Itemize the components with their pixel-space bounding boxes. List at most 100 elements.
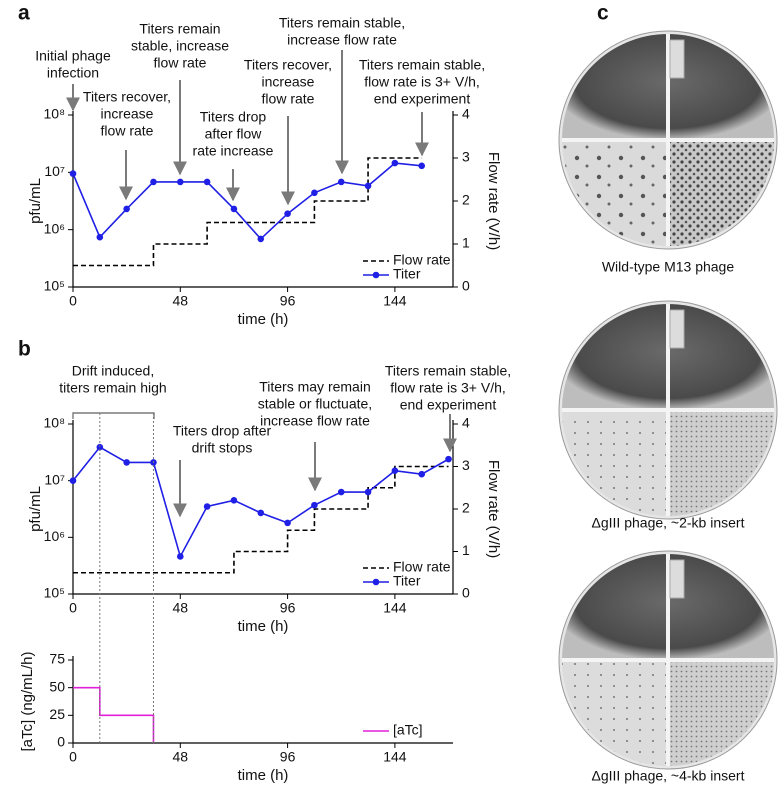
x-axis-label: time (h)	[238, 311, 289, 328]
point	[176, 553, 184, 560]
annotation: increase flow rate	[260, 413, 370, 429]
plate-tag	[669, 559, 685, 599]
y-tick-label: 10⁸	[44, 106, 66, 122]
x-axis-label: time (h)	[238, 618, 289, 635]
annotation: Titers remain	[139, 21, 220, 37]
y-tick-label: 10⁶	[44, 220, 65, 236]
point	[203, 503, 211, 510]
legend-label: Flow rate	[393, 559, 451, 575]
y2-tick-label: 2	[462, 192, 470, 208]
legend-label: Titer	[393, 573, 421, 589]
y2-tick-label: 1	[462, 542, 470, 558]
y2-tick-label: 2	[462, 500, 470, 516]
legend-marker	[372, 578, 380, 586]
x-tick-label: 0	[69, 600, 77, 616]
legend-marker	[372, 271, 380, 279]
point	[364, 182, 372, 190]
step-line	[73, 686, 155, 743]
y2-tick-label: 0	[462, 585, 470, 601]
annotation: Titers drop	[200, 109, 267, 125]
point	[123, 459, 130, 466]
y-tick-label: 0	[57, 734, 65, 750]
x-tick-label: 48	[173, 600, 189, 616]
annotation: increase	[262, 74, 315, 90]
y-axis-label: [aTc] (ng/mL/h)	[19, 651, 36, 751]
point	[230, 205, 238, 213]
plate-bottom-right	[668, 410, 774, 516]
annotation: Titers recover,	[244, 57, 332, 73]
y-tick-label: 10⁵	[44, 585, 65, 601]
panel-label: a	[18, 2, 30, 25]
point	[445, 455, 452, 463]
y2-axis-label: Flow rate (V/h)	[485, 460, 502, 558]
annotation: drift stops	[192, 440, 253, 456]
y-tick-label: 10⁸	[44, 415, 66, 431]
y2-axis-label: Flow rate (V/h)	[485, 152, 502, 250]
annotation: end experiment	[400, 397, 497, 413]
x-tick-label: 96	[280, 293, 296, 309]
step-line	[73, 157, 422, 267]
y2-tick-label: 4	[462, 106, 470, 122]
y-tick-label: 10⁷	[44, 163, 65, 179]
x-tick-label: 0	[69, 749, 77, 765]
annotation: Titers remain stable,	[385, 363, 511, 379]
annotation: flow rate	[154, 55, 207, 71]
plate-bottom-right	[668, 140, 774, 246]
point	[311, 189, 318, 197]
plate-tag	[669, 309, 685, 349]
point	[69, 477, 77, 484]
legend-label: Titer	[393, 266, 421, 282]
x-tick-label: 48	[173, 293, 189, 309]
plate-caption: ΔgIII phage, ~2-kb insert	[592, 515, 745, 531]
y-tick-label: 50	[49, 678, 65, 694]
panel-label: c	[597, 2, 609, 25]
annotation: titers remain high	[59, 380, 166, 396]
point	[203, 178, 211, 186]
plate-bottom-left	[562, 140, 668, 246]
point	[337, 488, 345, 496]
annotation: Drift induced,	[72, 363, 154, 379]
annotation: Titers remain stable,	[359, 57, 485, 73]
step-line	[73, 465, 449, 574]
point	[418, 162, 426, 170]
point	[364, 488, 372, 496]
legend-label: [aTc]	[393, 722, 423, 738]
point	[284, 210, 291, 217]
y-tick-label: 75	[49, 651, 65, 667]
y-axis-label: pfu/mL	[27, 486, 44, 532]
y-axis-label: pfu/mL	[27, 178, 44, 224]
x-tick-label: 96	[280, 749, 296, 765]
x-tick-label: 48	[173, 749, 189, 765]
point	[418, 470, 426, 478]
annotation: flow rate is 3+ V/h,	[390, 380, 506, 396]
annotation: stable, increase	[131, 38, 229, 54]
point	[96, 443, 104, 451]
plate-caption: ΔgIII phage, ~4-kb insert	[592, 768, 745, 784]
panel-label: b	[18, 338, 31, 361]
annotation: Titers remain stable,	[279, 15, 405, 31]
annotation: flow rate is 3+ V/h,	[364, 74, 480, 90]
point	[230, 497, 238, 504]
annotation-bracket	[72, 412, 155, 419]
annotation: Initial phage	[35, 48, 111, 64]
annotation: flow rate	[101, 123, 154, 139]
plate-tag	[669, 39, 685, 79]
annotation: flow rate	[262, 91, 315, 107]
x-tick-label: 0	[69, 293, 77, 309]
annotation: increase flow rate	[287, 32, 397, 48]
annotation: stable or fluctuate,	[258, 396, 372, 412]
x-tick-label: 144	[383, 293, 407, 309]
y2-tick-label: 1	[462, 235, 470, 251]
annotation: rate increase	[193, 143, 274, 159]
legend-label: Flow rate	[393, 252, 451, 268]
point	[96, 233, 104, 241]
annotation: after flow	[205, 126, 263, 142]
point	[391, 159, 399, 167]
annotation: Titers may remain	[259, 379, 371, 395]
y2-tick-label: 3	[462, 457, 470, 473]
plate-caption: Wild-type M13 phage	[602, 259, 735, 275]
plate-bottom-right	[668, 660, 774, 766]
annotation: Titers recover,	[83, 89, 171, 105]
x-tick-label: 96	[280, 600, 296, 616]
